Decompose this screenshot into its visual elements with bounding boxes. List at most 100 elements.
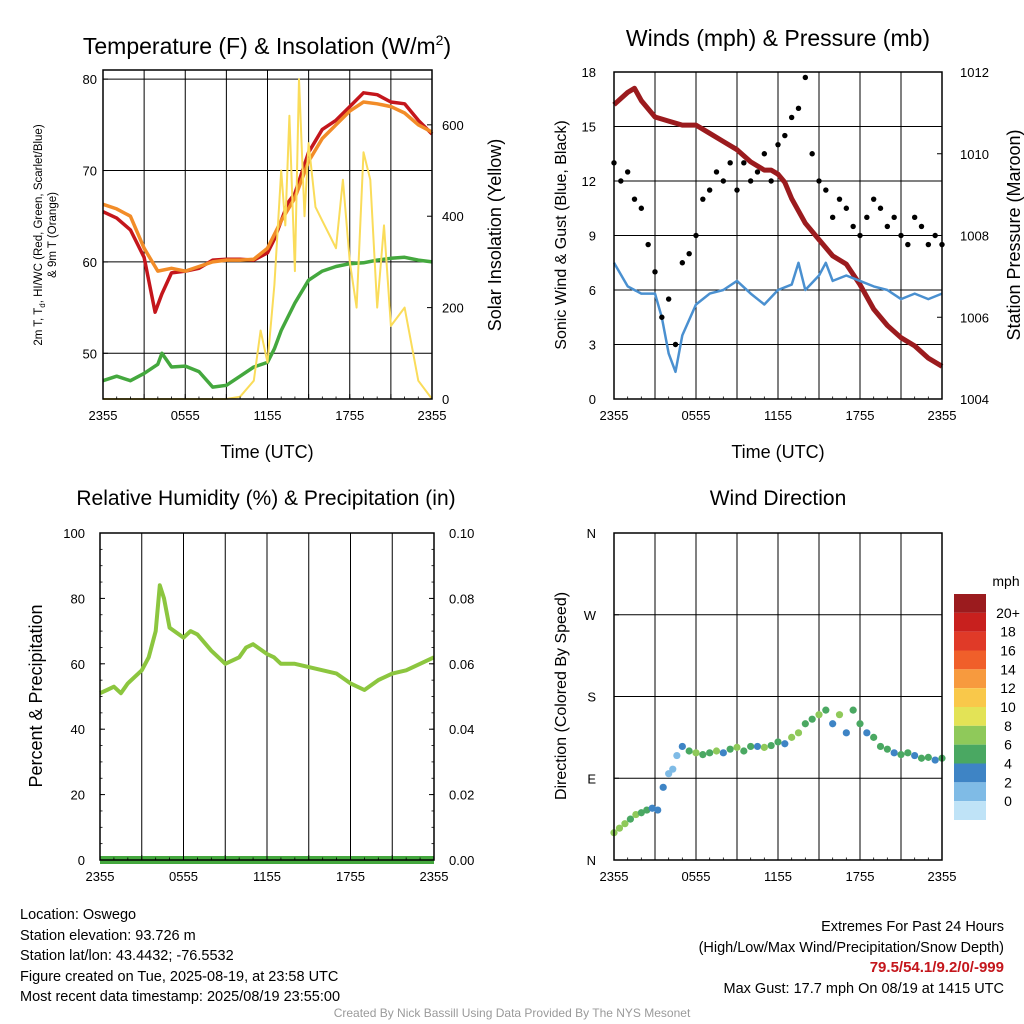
- temperature-xtick-label: 2355: [418, 408, 447, 423]
- legend-swatch: [954, 744, 986, 764]
- legend-swatch: [954, 725, 986, 745]
- direction-point: [794, 729, 803, 737]
- temperature-xlabel: Time (UTC): [220, 442, 313, 462]
- direction-point: [822, 706, 830, 714]
- direction-point: [767, 741, 775, 750]
- direction-ytick-label: N: [587, 853, 596, 868]
- winds-rtick-label: 1006: [960, 310, 989, 325]
- legend-swatch: [954, 650, 986, 670]
- charts-canvas: Temperature (F) & Insolation (W/m2) 2355…: [26, 25, 1024, 884]
- direction-ytick-label: N: [587, 526, 596, 541]
- direction-point: [654, 806, 662, 814]
- direction-point: [897, 751, 905, 759]
- max-gust: Max Gust: 17.7 mph On 08/19 at 1415 UTC: [723, 980, 1004, 997]
- temperature-rtick-label: 0: [442, 392, 449, 407]
- humidity-ytick-label: 60: [71, 657, 85, 672]
- direction-panel: Wind Direction 2355 0555 1155 1755 2355 N E S W N…: [553, 487, 1020, 884]
- station-elevation: Station elevation: 93.726 m: [20, 927, 196, 944]
- winds-title: Winds (mph) & Pressure (mb): [626, 25, 930, 51]
- gust-point: [672, 341, 679, 348]
- direction-point: [740, 747, 748, 755]
- direction-left-label: Direction (Colored By Speed): [553, 592, 570, 800]
- gust-point: [741, 160, 747, 166]
- humidity-xtick-label: 2355: [420, 869, 449, 884]
- direction-axes: 2355 0555 1155 1755 2355 N E S W N: [584, 526, 957, 884]
- winds-xtick-label: 2355: [600, 408, 629, 423]
- winds-axes: 2355 0555 1155 1755 2355 0 3 6 9 12 15 18 1004 1006 10…: [582, 65, 989, 423]
- humidity-title: Relative Humidity (%) & Precipitation (i…: [76, 487, 455, 510]
- gust-point: [706, 187, 713, 193]
- legend-label: 10: [1000, 699, 1016, 715]
- gust-point: [802, 74, 809, 81]
- winds-panel: Winds (mph) & Pressure (mb) 2355 0555 1155…: [553, 25, 1024, 462]
- gust-point: [877, 205, 884, 211]
- station-info: Location: Oswego Station elevation: 93.7…: [20, 905, 340, 1008]
- gust-point: [638, 205, 645, 211]
- direction-point: [753, 742, 762, 751]
- direction-point: [719, 749, 727, 757]
- winds-ytick-label: 18: [582, 65, 596, 80]
- direction-point: [774, 738, 782, 746]
- winds-ytick-label: 3: [589, 338, 596, 353]
- direction-point: [678, 742, 686, 751]
- temperature-9m-line: [102, 100, 433, 273]
- winds-left-label: Sonic Wind & Gust (Blue, Black): [553, 120, 570, 349]
- direction-point: [621, 820, 629, 828]
- gust-point: [925, 241, 932, 248]
- direction-point: [931, 756, 939, 764]
- gust-point: [809, 151, 815, 157]
- direction-xtick-label: 2355: [600, 869, 629, 884]
- precip-tick-label: 0.06: [449, 657, 474, 672]
- gust-point: [857, 232, 863, 239]
- winds-xtick-label: 2355: [928, 408, 957, 423]
- temperature-left-label-2: & 9m T (Orange): [47, 192, 59, 278]
- temperature-left-label-1: 2m T, Td, HI/WC (Red, Green, Scarlet/Blu…: [33, 124, 47, 345]
- extremes-title: Extremes For Past 24 Hours: [821, 919, 1004, 935]
- extremes-values: 79.5/54.1/9.2/0/-999: [869, 959, 1004, 976]
- direction-xtick-label: 1155: [764, 869, 792, 884]
- direction-ytick-label: S: [587, 690, 596, 705]
- legend-label: 0: [1004, 793, 1012, 809]
- direction-point: [876, 742, 885, 751]
- direction-point: [643, 806, 651, 814]
- gust-point: [747, 178, 754, 184]
- humidity-grid: [141, 533, 393, 860]
- humidity-axes: 2355 0555 1155 1755 23550204060801000.000.02…: [63, 526, 474, 884]
- gust-point: [898, 232, 904, 239]
- gust-point: [795, 105, 802, 112]
- direction-ytick-label: E: [587, 771, 596, 786]
- legend-title: mph: [992, 573, 1019, 589]
- humidity-ytick-label: 80: [71, 591, 85, 606]
- direction-point: [890, 749, 898, 757]
- gust-point: [870, 196, 877, 202]
- gust-point: [686, 250, 692, 257]
- direction-point: [842, 729, 850, 737]
- gust-point: [891, 214, 897, 221]
- direction-point: [904, 749, 912, 757]
- humidity-ytick-label: 40: [71, 722, 85, 737]
- precip-tick-label: 0.08: [449, 591, 474, 606]
- gust-point: [631, 196, 638, 202]
- winds-xtick-label: 1155: [764, 408, 792, 423]
- direction-point: [637, 809, 645, 817]
- gust-point: [850, 223, 856, 230]
- gust-point: [884, 223, 891, 230]
- direction-xtick-label: 1755: [846, 869, 875, 884]
- direction-point: [747, 742, 755, 751]
- temperature-axes: 2355 0555 1155 1755 2355 50 60 70 80 0 200 400 600: [83, 72, 464, 423]
- temperature-ytick-label: 80: [83, 72, 97, 87]
- station-location: Location: Oswego: [20, 907, 137, 923]
- direction-point: [699, 751, 707, 759]
- direction-point: [924, 753, 932, 761]
- humidity-xtick-label: 1755: [336, 869, 365, 884]
- figure-created: Figure created on Tue, 2025-08-19, at 23…: [20, 968, 339, 985]
- legend-swatch: [954, 612, 986, 632]
- gust-point: [836, 196, 843, 202]
- legend-swatch: [954, 763, 986, 783]
- credit-line: Created By Nick Bassill Using Data Provi…: [333, 1006, 691, 1020]
- temperature-ytick-label: 50: [83, 346, 97, 361]
- gust-point: [713, 169, 720, 175]
- temperature-xtick-label: 0555: [171, 408, 200, 423]
- humidity-left-label: Percent & Precipitation: [26, 604, 46, 787]
- direction-point: [648, 804, 656, 812]
